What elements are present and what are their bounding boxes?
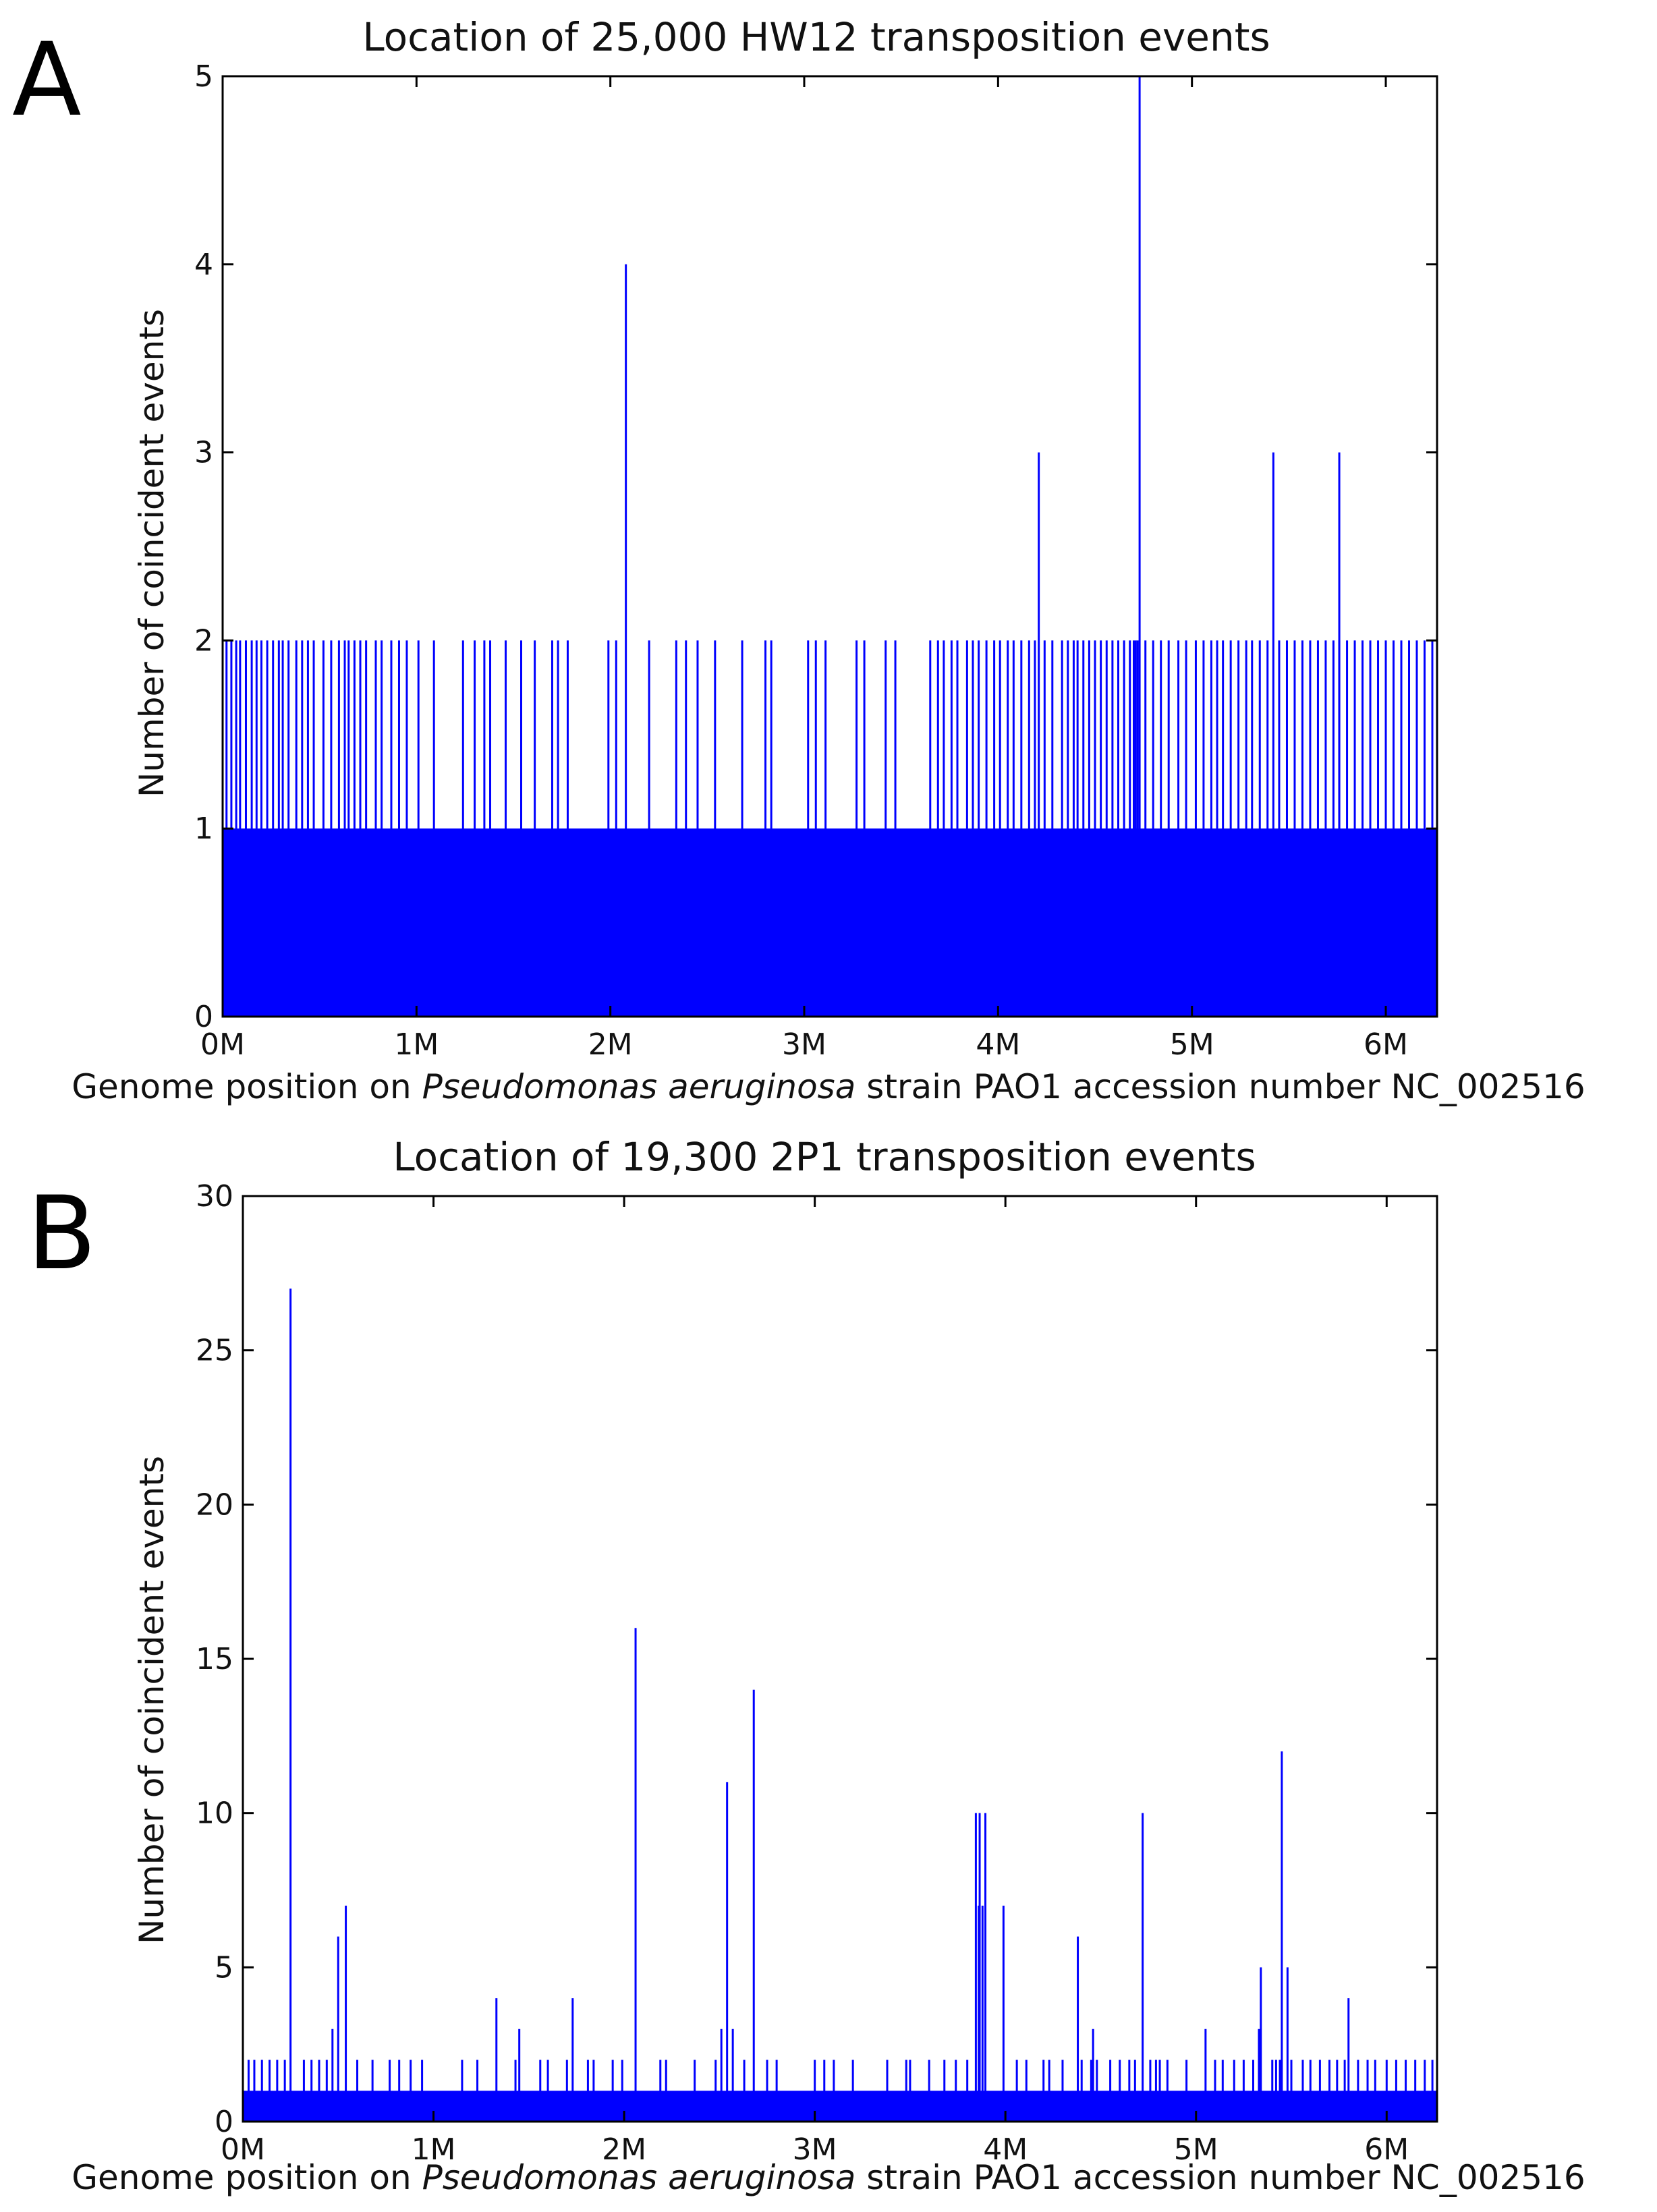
x-tick-label-a: 6M (1364, 1027, 1408, 1062)
y-axis-label-a: Number of coincident events (132, 309, 171, 797)
y-tick-label-a: 4 (194, 248, 213, 282)
baseline-events-a (223, 828, 1437, 1017)
y-tick-label-a: 0 (194, 1000, 213, 1034)
x-tick-label-b: 5M (1174, 2132, 1218, 2167)
y-tick-label-b: 0 (215, 2105, 233, 2139)
x-tick-label-b: 2M (602, 2132, 646, 2167)
x-axis-label-b: Genome position on Pseudomonas aeruginos… (72, 2158, 1585, 2197)
y-tick-label-b: 25 (196, 1334, 233, 1368)
x-axis-label-a-suffix: strain PAO1 accession number NC_002516 (855, 1067, 1585, 1106)
y-tick-label-a: 2 (194, 623, 213, 658)
x-axis-label-a-prefix: Genome position on (72, 1067, 422, 1106)
x-axis-label-b-prefix: Genome position on (72, 2158, 422, 2197)
x-tick-label-a: 0M (200, 1027, 245, 1062)
axes-frame-b (242, 1195, 1438, 2123)
x-tick-label-b: 1M (412, 2132, 456, 2167)
panel-a: A Location of 25,000 HW12 transposition … (12, 14, 1585, 1106)
x-tick-label-b: 3M (793, 2132, 837, 2167)
x-axis-label-b-suffix: strain PAO1 accession number NC_002516 (855, 2158, 1585, 2197)
plot-area-b: 0 5 10 15 20 25 30 0M 1M 2M 3M 4M 5M 6M (196, 1179, 1438, 2167)
y-tick-label-a: 3 (194, 436, 213, 470)
y-tick-label-b: 5 (215, 1950, 233, 1985)
x-tick-label-a: 5M (1170, 1027, 1214, 1062)
baseline-events-b (243, 2091, 1437, 2122)
x-tick-label-a: 3M (782, 1027, 826, 1062)
y-tick-label-a: 5 (194, 59, 213, 94)
y-tick-label-b: 20 (196, 1487, 233, 1522)
y-tick-label-b: 15 (196, 1642, 233, 1676)
plot-area-a: 0 1 2 3 4 5 0M 1M 2M 3M 4M 5M 6M (194, 59, 1438, 1062)
x-tick-label-b: 0M (221, 2132, 265, 2167)
x-tick-label-a: 4M (976, 1027, 1020, 1062)
panel-letter-a: A (12, 22, 82, 139)
y-tick-label-a: 1 (194, 812, 213, 846)
x-tick-label-a: 2M (588, 1027, 633, 1062)
x-tick-label-b: 4M (983, 2132, 1028, 2167)
axes-frame-a (221, 75, 1438, 1018)
chart-title-a: Location of 25,000 HW12 transposition ev… (362, 14, 1270, 60)
x-tick-label-b: 6M (1364, 2132, 1409, 2167)
y-tick-label-b: 10 (196, 1796, 233, 1831)
chart-title-b: Location of 19,300 2P1 transposition eve… (393, 1134, 1256, 1180)
panel-b: B Location of 19,300 2P1 transposition e… (27, 1134, 1585, 2197)
panel-letter-b: B (27, 1175, 96, 1293)
x-axis-label-a-italic: Pseudomonas aeruginosa (422, 1067, 856, 1106)
x-axis-label-b-italic: Pseudomonas aeruginosa (422, 2158, 856, 2197)
x-axis-label-a: Genome position on Pseudomonas aeruginos… (72, 1067, 1585, 1106)
y-tick-label-b: 30 (196, 1179, 233, 1214)
x-tick-label-a: 1M (394, 1027, 439, 1062)
y-axis-label-b: Number of coincident events (132, 1456, 171, 1944)
